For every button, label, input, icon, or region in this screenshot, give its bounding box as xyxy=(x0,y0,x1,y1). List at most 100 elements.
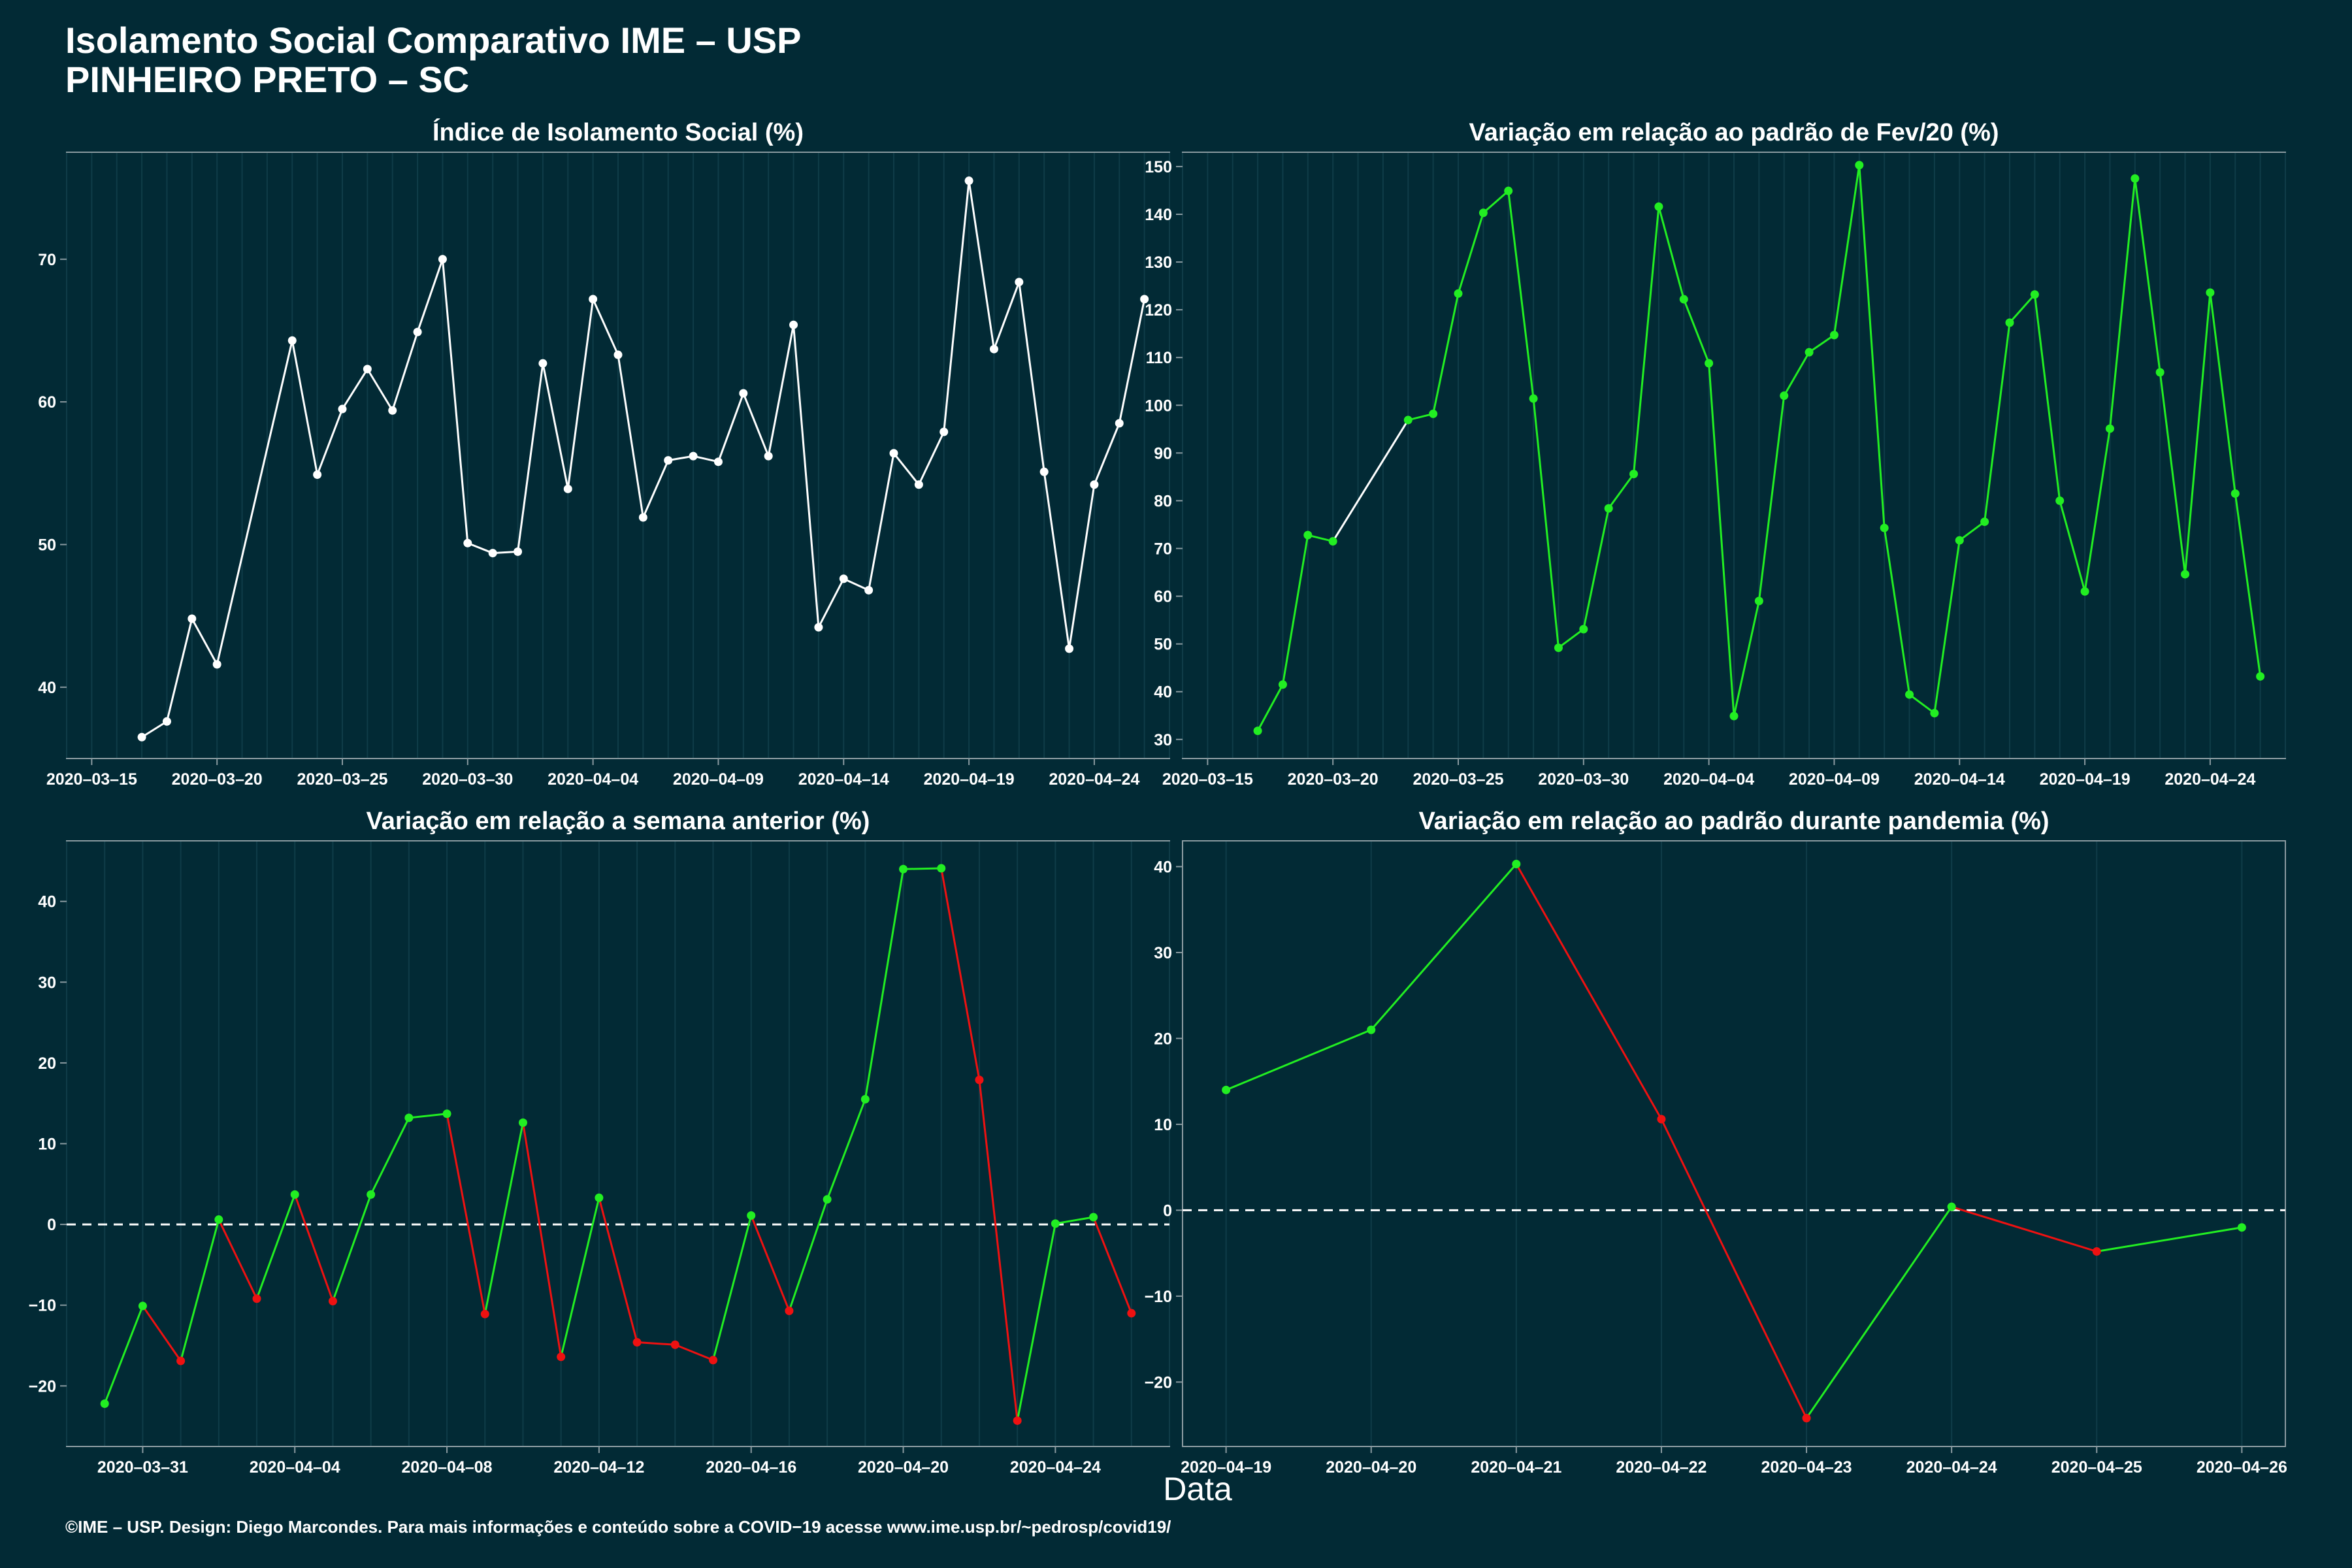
data-point xyxy=(1657,1115,1666,1124)
data-point xyxy=(2092,1247,2101,1256)
series-segment xyxy=(1093,422,1120,486)
data-point xyxy=(212,660,221,669)
data-point xyxy=(914,480,923,489)
data-point xyxy=(2256,672,2265,681)
data-point xyxy=(632,1338,642,1347)
data-point xyxy=(514,547,523,556)
y-tick-label: −10 xyxy=(1145,1288,1172,1306)
series-segment xyxy=(1407,412,1435,421)
data-point xyxy=(1039,467,1049,476)
data-point xyxy=(328,1297,337,1306)
panel-title: Variação em relação a semana anterior (%… xyxy=(367,808,870,835)
data-point xyxy=(1478,208,1488,218)
series-segment xyxy=(992,281,1021,350)
series-segment xyxy=(2059,499,2086,593)
data-point xyxy=(313,470,322,479)
x-tick-label: 2020–03–30 xyxy=(422,770,513,789)
y-tick-label: 40 xyxy=(38,893,56,911)
data-point xyxy=(1679,295,1688,304)
y-tick-label: −10 xyxy=(29,1297,56,1315)
data-point xyxy=(2055,496,2065,505)
series-segment xyxy=(2083,427,2111,593)
series-segment xyxy=(1858,164,1886,529)
data-point xyxy=(1127,1309,1136,1318)
x-tick-label: 2020–04–19 xyxy=(2040,770,2131,789)
series-segment xyxy=(1225,1028,1373,1091)
series-segment xyxy=(521,1121,563,1358)
x-tick-label: 2020–03–20 xyxy=(1288,770,1379,789)
data-point xyxy=(1065,644,1074,653)
plot-frame xyxy=(66,840,1170,1447)
series-segment xyxy=(1908,693,1936,715)
series-segment xyxy=(817,578,845,629)
series-segment xyxy=(216,339,293,666)
series-segment xyxy=(1068,483,1096,650)
x-tick-label: 2020–04–24 xyxy=(2164,770,2255,789)
x-tick-label: 2020–04–22 xyxy=(1616,1458,1707,1477)
x-tick-label: 2020–03–31 xyxy=(97,1458,188,1477)
data-point xyxy=(2230,489,2240,498)
series-segment xyxy=(1331,419,1409,543)
data-point xyxy=(1805,348,1814,357)
series-segment xyxy=(180,1218,220,1362)
chart-panel-1: Índice de Isolamento Social (%) 2020–03–1… xyxy=(38,118,1170,789)
series-segment xyxy=(1708,362,1735,717)
series-segment xyxy=(1043,470,1071,650)
data-point xyxy=(338,404,347,414)
series-segment xyxy=(1805,1205,1953,1420)
data-point xyxy=(839,574,848,583)
series-segment xyxy=(1432,292,1460,415)
data-point xyxy=(1403,416,1413,425)
data-point xyxy=(975,1075,984,1085)
data-point xyxy=(638,513,647,522)
series-segment xyxy=(2008,293,2036,324)
data-point xyxy=(1222,1085,1231,1094)
series-segment xyxy=(1757,395,1786,602)
data-point xyxy=(1802,1414,1811,1423)
series-segment xyxy=(1281,534,1309,686)
series-segment xyxy=(592,298,619,356)
series-segment xyxy=(617,353,644,519)
y-tick-label: −20 xyxy=(29,1377,56,1396)
data-point xyxy=(438,255,447,264)
series-segment xyxy=(165,617,193,723)
x-tick-label: 2020–04–24 xyxy=(1906,1458,1997,1477)
series-segment xyxy=(1092,1216,1133,1315)
data-point xyxy=(1947,1202,1956,1211)
data-point xyxy=(162,717,171,726)
y-tick-label: 70 xyxy=(1154,540,1172,558)
y-tick-label: 20 xyxy=(38,1054,56,1073)
data-point xyxy=(557,1352,566,1362)
data-point xyxy=(2206,288,2215,297)
x-tick-label: 2020–04–24 xyxy=(1049,770,1139,789)
series-segment xyxy=(1582,507,1610,630)
series-segment xyxy=(642,459,670,519)
series-segment xyxy=(1307,534,1334,543)
series-segment xyxy=(316,408,344,476)
data-point xyxy=(814,623,823,632)
y-tick-label: 40 xyxy=(1154,858,1172,876)
series-segment xyxy=(940,867,981,1081)
series-segment xyxy=(968,180,995,350)
data-point xyxy=(290,1190,299,1199)
series-segment xyxy=(1808,334,1835,353)
x-tick-label: 2020–04–20 xyxy=(1326,1458,1416,1477)
data-point xyxy=(589,295,598,304)
series-segment xyxy=(792,323,820,629)
data-point xyxy=(739,389,748,398)
data-point xyxy=(937,864,946,873)
data-point xyxy=(100,1399,109,1408)
y-tick-label: 40 xyxy=(1154,683,1172,702)
data-point xyxy=(595,1193,604,1202)
x-tick-label: 2020–04–21 xyxy=(1471,1458,1561,1477)
x-tick-label: 2020–03–30 xyxy=(1538,770,1629,789)
series-segment xyxy=(2209,291,2236,495)
series-segment xyxy=(598,1196,638,1344)
data-point xyxy=(1729,711,1739,721)
data-point xyxy=(413,327,422,336)
series-segment xyxy=(1016,1222,1056,1422)
series-segment xyxy=(2095,1226,2243,1253)
series-segment xyxy=(441,258,469,544)
data-point xyxy=(1090,480,1099,489)
x-tick-label: 2020–04–04 xyxy=(250,1458,340,1477)
